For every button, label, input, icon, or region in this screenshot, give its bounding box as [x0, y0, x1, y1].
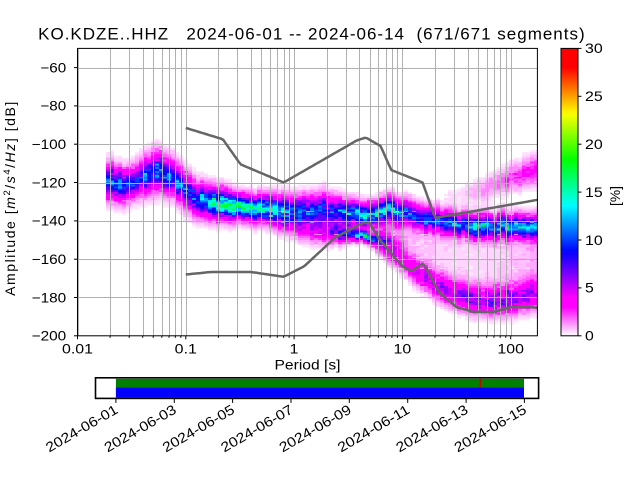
svg-text:−160: −160: [32, 252, 67, 267]
svg-text:−180: −180: [32, 290, 67, 305]
svg-text:−120: −120: [32, 175, 67, 190]
svg-text:Period [s]: Period [s]: [275, 357, 341, 372]
svg-text:KO.KDZE..HHZ 2024-06-01 -- 2: KO.KDZE..HHZ 2024-06-01 -- 2024-06-14 (6…: [38, 25, 586, 44]
svg-text:0: 0: [585, 329, 594, 344]
svg-text:25: 25: [585, 89, 603, 104]
svg-text:5: 5: [585, 281, 594, 296]
svg-text:10: 10: [585, 233, 603, 248]
svg-text:10: 10: [394, 342, 412, 357]
svg-text:Amplitude [m2/s4/Hz] [dB]: Amplitude [m2/s4/Hz] [dB]: [2, 100, 18, 296]
svg-text:1: 1: [290, 342, 299, 357]
svg-text:0.01: 0.01: [62, 342, 93, 357]
svg-text:−100: −100: [32, 137, 67, 152]
svg-text:−80: −80: [40, 99, 66, 114]
svg-text:−140: −140: [32, 214, 67, 229]
svg-text:0.1: 0.1: [175, 342, 197, 357]
svg-text:30: 30: [585, 41, 603, 56]
svg-text:[%]: [%]: [608, 186, 623, 206]
svg-text:20: 20: [585, 137, 603, 152]
svg-text:−60: −60: [40, 60, 66, 75]
svg-text:100: 100: [497, 342, 524, 357]
svg-text:15: 15: [585, 185, 603, 200]
svg-text:−200: −200: [32, 329, 67, 344]
